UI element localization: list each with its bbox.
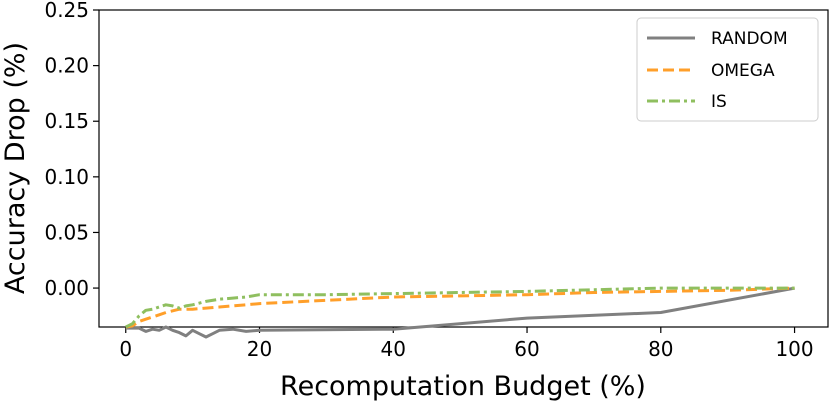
x-tick-label: 100 [775,337,813,361]
y-axis-title: Accuracy Drop (%) [0,42,31,294]
series-lines [125,286,795,339]
x-tick-label: 80 [648,337,673,361]
x-tick-label: 0 [119,337,132,361]
y-axis: 0.25 0.20 0.15 0.10 0.05 0.00 [44,0,99,300]
y-tick-label: 0.15 [44,109,89,133]
series-line-is [125,286,795,329]
y-tick-label: 0.25 [44,0,89,22]
series-line-omega [125,286,795,329]
x-axis-title: Recomputation Budget (%) [280,371,646,402]
y-tick-label: 0.20 [44,54,89,78]
x-tick-label: 20 [247,337,272,361]
series-line-random [125,286,795,339]
y-tick-label: 0.10 [44,165,89,189]
y-tick-label: 0.05 [44,220,89,244]
y-tick-label: 0.00 [44,276,89,300]
x-tick-label: 40 [381,337,406,361]
x-tick-label: 60 [514,337,539,361]
legend: RANDOM OMEGA IS [636,17,819,122]
legend-box [636,17,819,122]
legend-label-is: IS [711,92,727,112]
legend-label-omega: OMEGA [711,61,775,81]
x-axis: 0 20 40 60 80 100 [119,327,814,361]
legend-label-random: RANDOM [711,29,788,49]
